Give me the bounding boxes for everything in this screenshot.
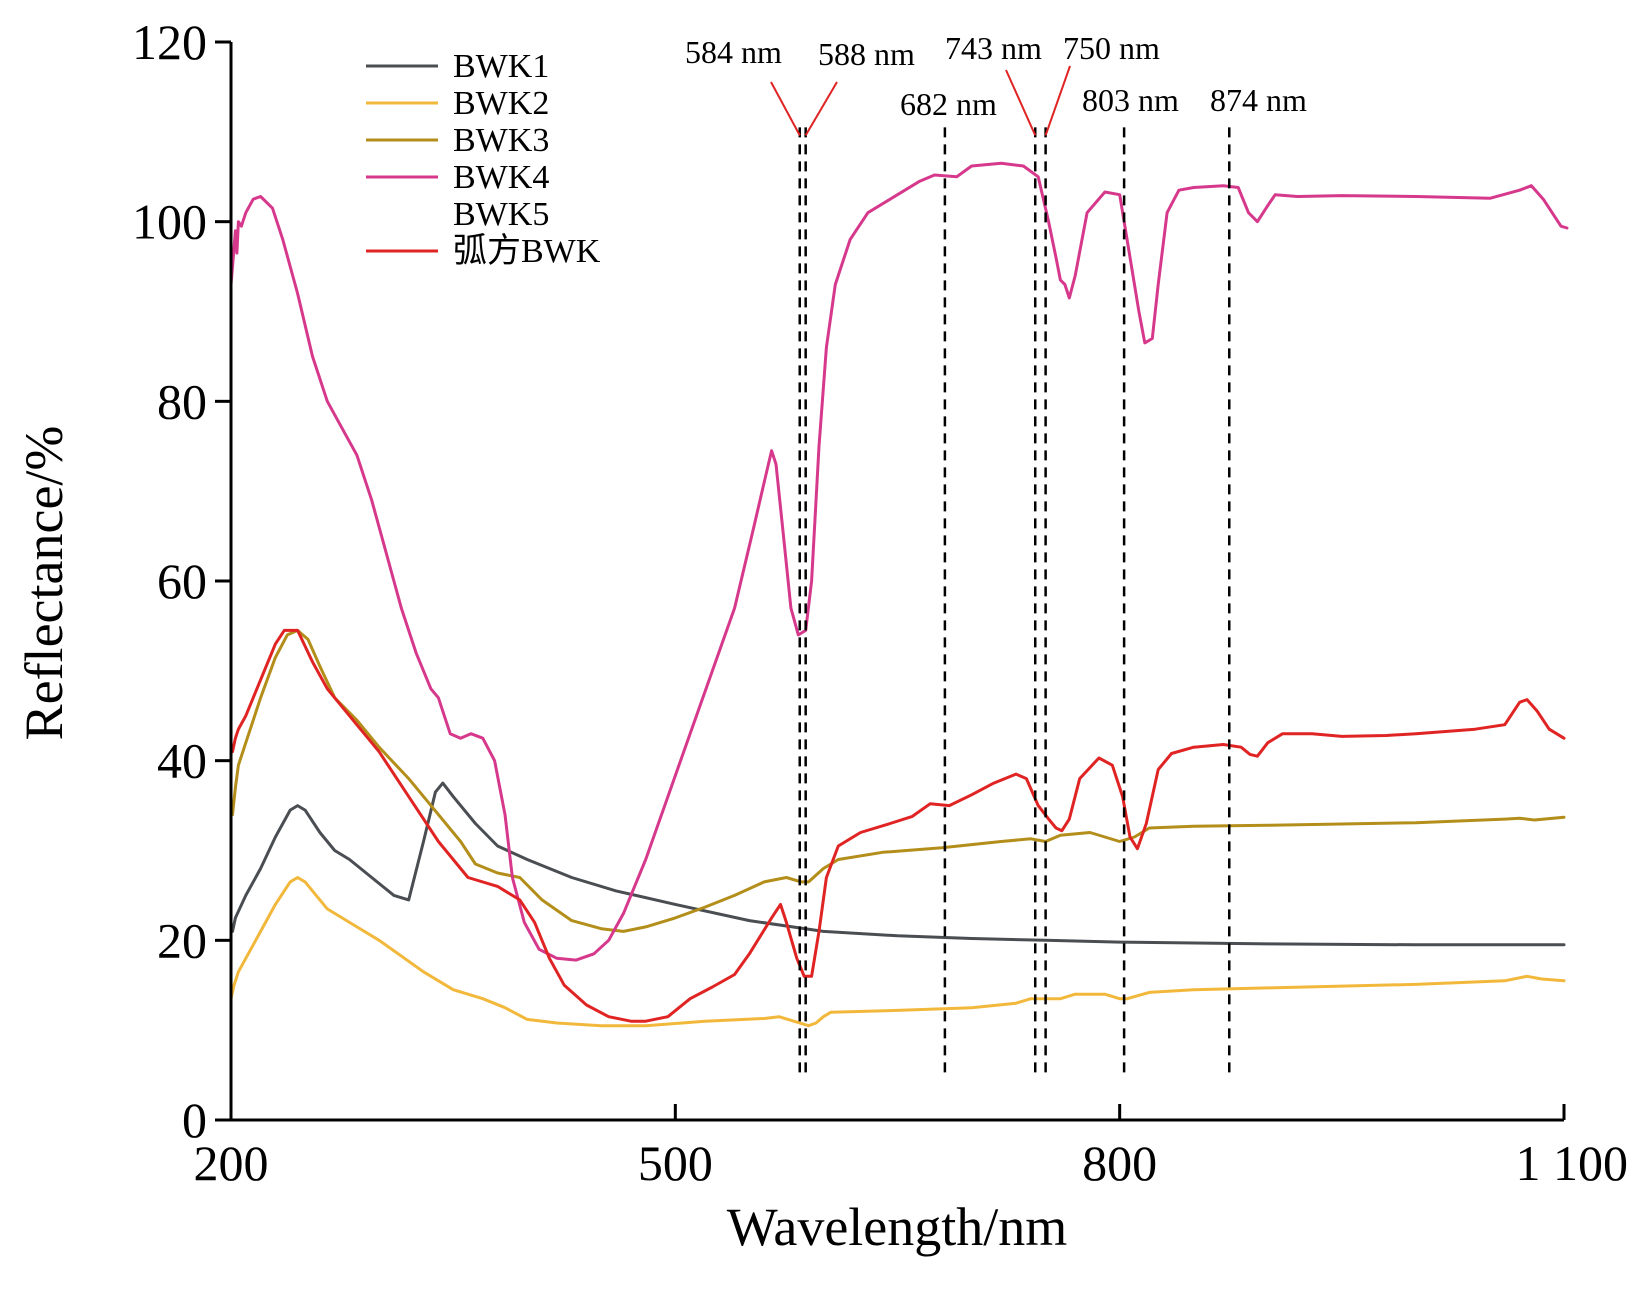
marker-label-588: 588 nm [818,36,915,72]
marker-lines [798,127,1231,1074]
marker-label-803: 803 nm [1082,82,1179,118]
series-line-BWK3 [231,628,1566,933]
y-tick-label: 20 [157,912,207,968]
y-tick-label: 80 [157,373,207,429]
legend-label-BWK2: BWK2 [453,85,549,122]
x-axis-title: Wavelength/nm [727,1197,1068,1257]
y-tick-label: 40 [157,733,207,789]
y-tick-label: 0 [182,1092,207,1148]
ticks: 0 20 40 60 80 100 120 200 500 800 1 100 [132,14,1628,1191]
legend-label-BWK1: BWK1 [453,48,549,85]
x-tick-label: 200 [194,1135,269,1191]
axes [229,42,1564,1122]
leader-line-588 [804,81,838,136]
x-tick-label: 1 100 [1516,1135,1629,1191]
y-tick-label: 100 [132,194,207,250]
marker-label-743: 743 nm [945,30,1042,66]
series-line-BWK1 [231,781,1566,947]
marker-label-682: 682 nm [900,86,997,122]
leader-line-750 [1044,65,1071,136]
y-axis-title: Reflectance/% [14,426,74,741]
series-layer [229,161,1569,1028]
marker-label-874: 874 nm [1210,82,1307,118]
marker-annotations: 584 nm 588 nm 682 nm 743 nm 750 nm 803 nm 874 … [685,30,1307,136]
marker-label-584: 584 nm [685,34,782,70]
series-line-BWK4 [229,161,1569,962]
legend-label-BWK5: BWK5 [453,196,549,233]
legend-label-弧方BWK: 弧方BWK [453,232,601,270]
x-tick-label: 500 [638,1135,713,1191]
legend-label-BWK3: BWK3 [453,122,549,159]
series-line-弧方BWK [231,628,1566,1023]
series-line-BWK2 [229,876,1566,1028]
x-tick-label: 800 [1082,1135,1157,1191]
y-tick-label: 60 [157,553,207,609]
leader-line-743 [1005,69,1037,136]
marker-label-750: 750 nm [1063,30,1160,66]
legend-label-BWK4: BWK4 [453,159,549,196]
y-tick-label: 120 [132,14,207,70]
leader-line-584 [770,81,801,136]
